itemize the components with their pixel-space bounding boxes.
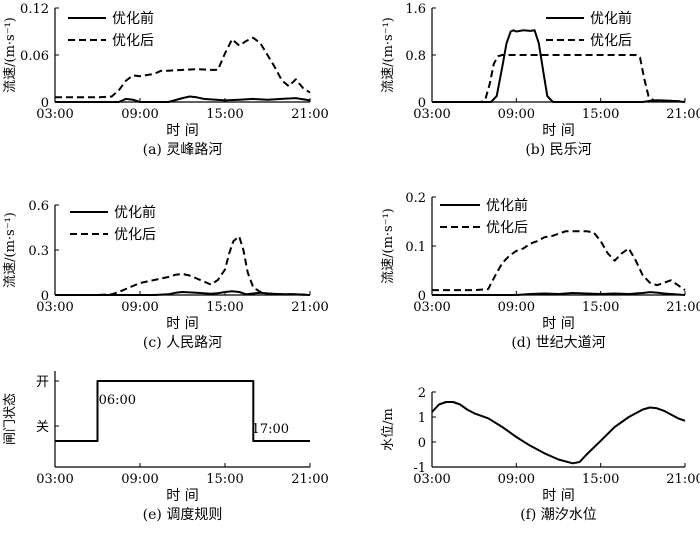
panel-c: 03:00 09:00 15:00 21:00 时 间 0 0.3 0.6 流速/(m·s⁻¹)… (3, 199, 329, 351)
y-axis-label-a: 流速/(m·s⁻¹) (3, 17, 18, 93)
y-tick-label-b: 0 (418, 96, 426, 111)
x-tick-label-b: 09:00 (498, 107, 535, 122)
y-tick-label-c: 0 (41, 289, 49, 304)
annotation-e: 06:00 (99, 393, 136, 408)
x-tick-label-f: 09:00 (498, 472, 535, 487)
y-tick-label-f: -1 (413, 461, 426, 476)
x-axis-label-b: 时 间 (542, 123, 574, 139)
legend-label-after-c: 优化后 (114, 227, 156, 243)
y-axis-label-f: 水位/m (381, 408, 396, 451)
series-line-b-before (432, 29, 686, 103)
x-tick-label-c: 09:00 (121, 300, 158, 315)
annotation-e: 17:00 (252, 422, 289, 437)
x-axis-label-a: 时 间 (166, 123, 198, 139)
y-tick-label-d: 0 (418, 289, 426, 304)
legend-label-after-a: 优化后 (112, 33, 154, 49)
x-tick-label-c: 03:00 (36, 300, 73, 315)
y-axis-label-e: 闸门状态 (3, 393, 18, 445)
x-axis-label-e: 时 间 (166, 488, 198, 504)
series-line-f-before (431, 401, 686, 465)
series-line-e-before (55, 380, 310, 442)
x-tick-label-d: 03:00 (413, 300, 450, 315)
panel-title-a: (a) 灵峰路河 (143, 142, 223, 158)
y-tick-label-c: 0.6 (28, 199, 49, 214)
panel-title-b: (b) 民乐河 (525, 142, 591, 158)
y-tick-label-e: 开 (36, 375, 49, 390)
x-axis-label-d: 时 间 (542, 316, 574, 332)
panel-title-c: (c) 人民路河 (143, 335, 222, 351)
y-tick-label-a: 0 (41, 96, 49, 111)
y-tick-label-d: 0.2 (405, 191, 426, 206)
y-tick-label-b: 0.8 (405, 49, 426, 64)
x-tick-label-b: 15:00 (582, 107, 619, 122)
y-tick-label-a: 0.06 (20, 49, 49, 64)
series-line-b-after (432, 54, 686, 103)
x-tick-label-c: 15:00 (206, 300, 243, 315)
panel-f: 03:00 09:00 15:00 21:00 时 间 -1 0 1 2 水位/m (f) 潮汐水位 (381, 386, 700, 523)
series-line-d-after (432, 230, 686, 292)
x-axis-label-f: 时 间 (542, 488, 574, 504)
x-tick-label-a: 09:00 (121, 107, 158, 122)
panel-d: 03:00 09:00 15:00 21:00 时 间 0 0.1 0.2 流速/(m·s⁻¹)… (381, 191, 700, 351)
x-tick-label-f: 15:00 (582, 472, 619, 487)
series-line-d-before (432, 291, 686, 296)
x-tick-label-a: 15:00 (206, 107, 243, 122)
y-axis-label-c: 流速/(m·s⁻¹) (3, 212, 18, 288)
x-axis-label-c: 时 间 (166, 316, 198, 332)
legend-label-before-d: 优化前 (486, 197, 528, 214)
x-tick-label-b: 21:00 (666, 107, 700, 122)
legend-label-before-a: 优化前 (112, 10, 154, 27)
x-tick-label-a: 21:00 (291, 107, 328, 122)
legend-label-before-c: 优化前 (114, 204, 156, 221)
x-tick-label-c: 21:00 (291, 300, 328, 315)
y-tick-label-f: 2 (418, 386, 426, 401)
legend-label-before-b: 优化前 (590, 10, 632, 27)
x-tick-label-e: 15:00 (206, 472, 243, 487)
legend-label-after-d: 优化后 (486, 220, 528, 236)
x-tick-label-d: 09:00 (498, 300, 535, 315)
x-tick-label-f: 03:00 (413, 472, 450, 487)
panel-b: 03:00 09:00 15:00 21:00 时 间 0 0.8 1.6 流速/(m·s⁻¹)… (381, 2, 700, 158)
x-tick-label-d: 15:00 (582, 300, 619, 315)
legend-label-after-b: 优化后 (590, 33, 632, 49)
y-tick-label-e: 关 (36, 420, 49, 435)
x-tick-label-b: 03:00 (413, 107, 450, 122)
y-tick-label-a: 0.12 (20, 2, 49, 17)
y-tick-label-f: 1 (418, 411, 426, 426)
x-tick-label-e: 21:00 (291, 472, 328, 487)
y-tick-label-c: 0.3 (28, 244, 49, 259)
y-tick-label-b: 1.6 (405, 2, 426, 17)
y-axis-label-d: 流速/(m·s⁻¹) (381, 208, 396, 284)
panel-a: 03:00 09:00 15:00 21:00 时 间 0 0.06 0.12流速/(m·s⁻… (3, 2, 329, 158)
panel-title-e: (e) 调度规则 (143, 507, 223, 523)
series-line-a-after (55, 36, 311, 99)
series-line-c-after (55, 235, 311, 296)
x-tick-label-e: 09:00 (121, 472, 158, 487)
x-tick-label-e: 03:00 (36, 472, 73, 487)
panel-title-d: (d) 世纪大道河 (511, 335, 605, 351)
x-tick-label-f: 21:00 (666, 472, 700, 487)
series-line-a-before (55, 95, 311, 103)
x-tick-label-a: 03:00 (36, 107, 73, 122)
y-axis-label-b: 流速/(m·s⁻¹) (381, 17, 396, 93)
y-tick-label-f: 0 (418, 436, 426, 451)
y-tick-label-d: 0.1 (405, 240, 426, 255)
x-tick-label-d: 21:00 (666, 300, 700, 315)
panel-title-f: (f) 潮汐水位 (520, 507, 597, 523)
